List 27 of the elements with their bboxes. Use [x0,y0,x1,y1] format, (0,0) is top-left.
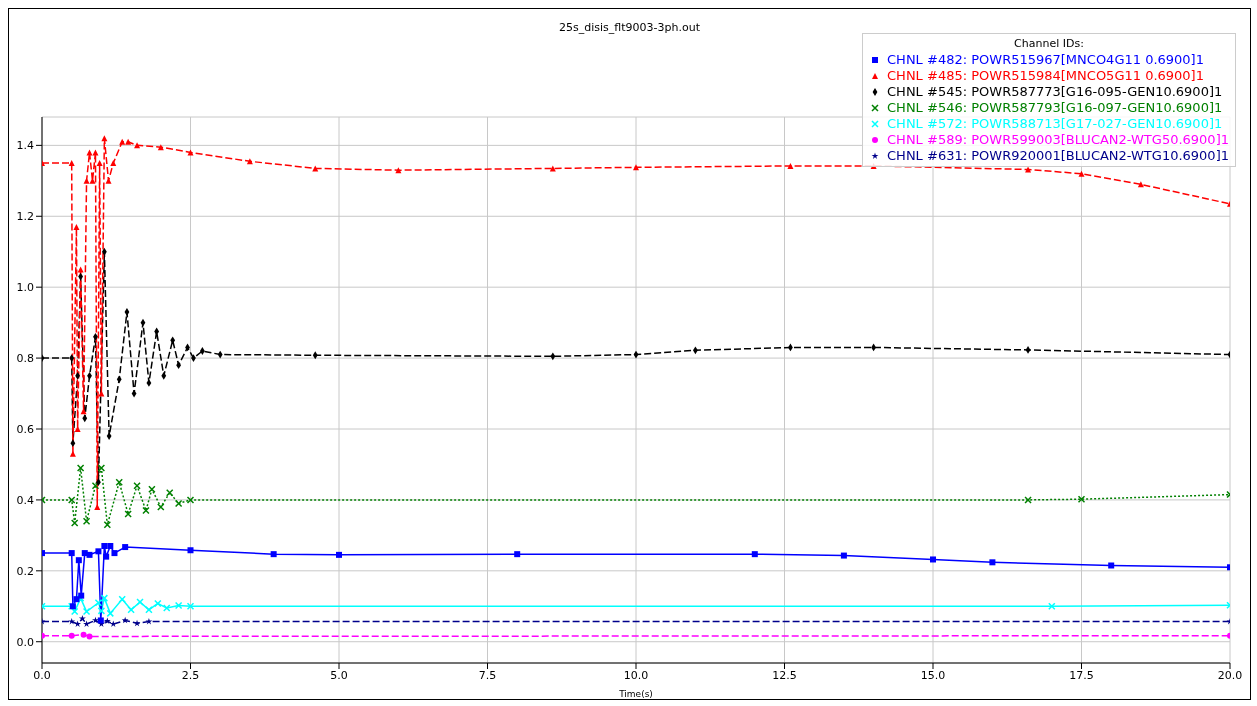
y-tick-label: 1.4 [16,139,34,153]
y-tick-label: 1.0 [16,281,34,295]
x-tick-label: 15.0 [920,668,946,682]
legend-label: CHNL #485: POWR515984[MNCO5G11 0.6900]1 [887,68,1204,84]
x-tick-label: 17.5 [1069,668,1094,682]
y-tick-label: 1.2 [16,210,34,224]
y-tick-label: 0.2 [16,564,34,578]
legend-label: CHNL #589: POWR599003[BLUCAN2-WTG50.6900]1 [887,132,1229,148]
legend-label: CHNL #631: POWR920001[BLUCAN2-WTG10.6900]1 [887,148,1229,164]
x-tick-label: 7.5 [478,668,497,682]
x-tick-label: 5.0 [330,668,348,682]
legend-label: CHNL #482: POWR515967[MNCO4G11 0.6900]1 [887,52,1204,68]
legend-label: CHNL #546: POWR587793[G16-097-GEN10.6900]1 [887,100,1223,116]
x-axis-title: Time(s) [618,689,653,699]
x-tick-label: 10.0 [623,668,649,682]
y-tick-label: 0.8 [16,352,34,365]
x-tick-label: 12.5 [772,668,797,682]
x-tick-label: 20.0 [1217,668,1243,682]
x-tick-label: 0.0 [33,668,51,682]
legend-title: Channel IDs: [1013,36,1085,52]
legend-label: CHNL #572: POWR588713[G17-027-GEN10.6900]1 [887,116,1223,132]
y-tick-label: 0.6 [16,422,34,436]
legend-label: CHNL #545: POWR587773[G16-095-GEN10.6900]1 [887,84,1223,100]
x-tick-label: 2.5 [181,668,200,682]
chart-title: 25s_disis_flt9003-3ph.out [558,21,701,34]
y-tick-label: 0.0 [16,635,34,649]
y-tick-label: 0.4 [16,493,34,507]
